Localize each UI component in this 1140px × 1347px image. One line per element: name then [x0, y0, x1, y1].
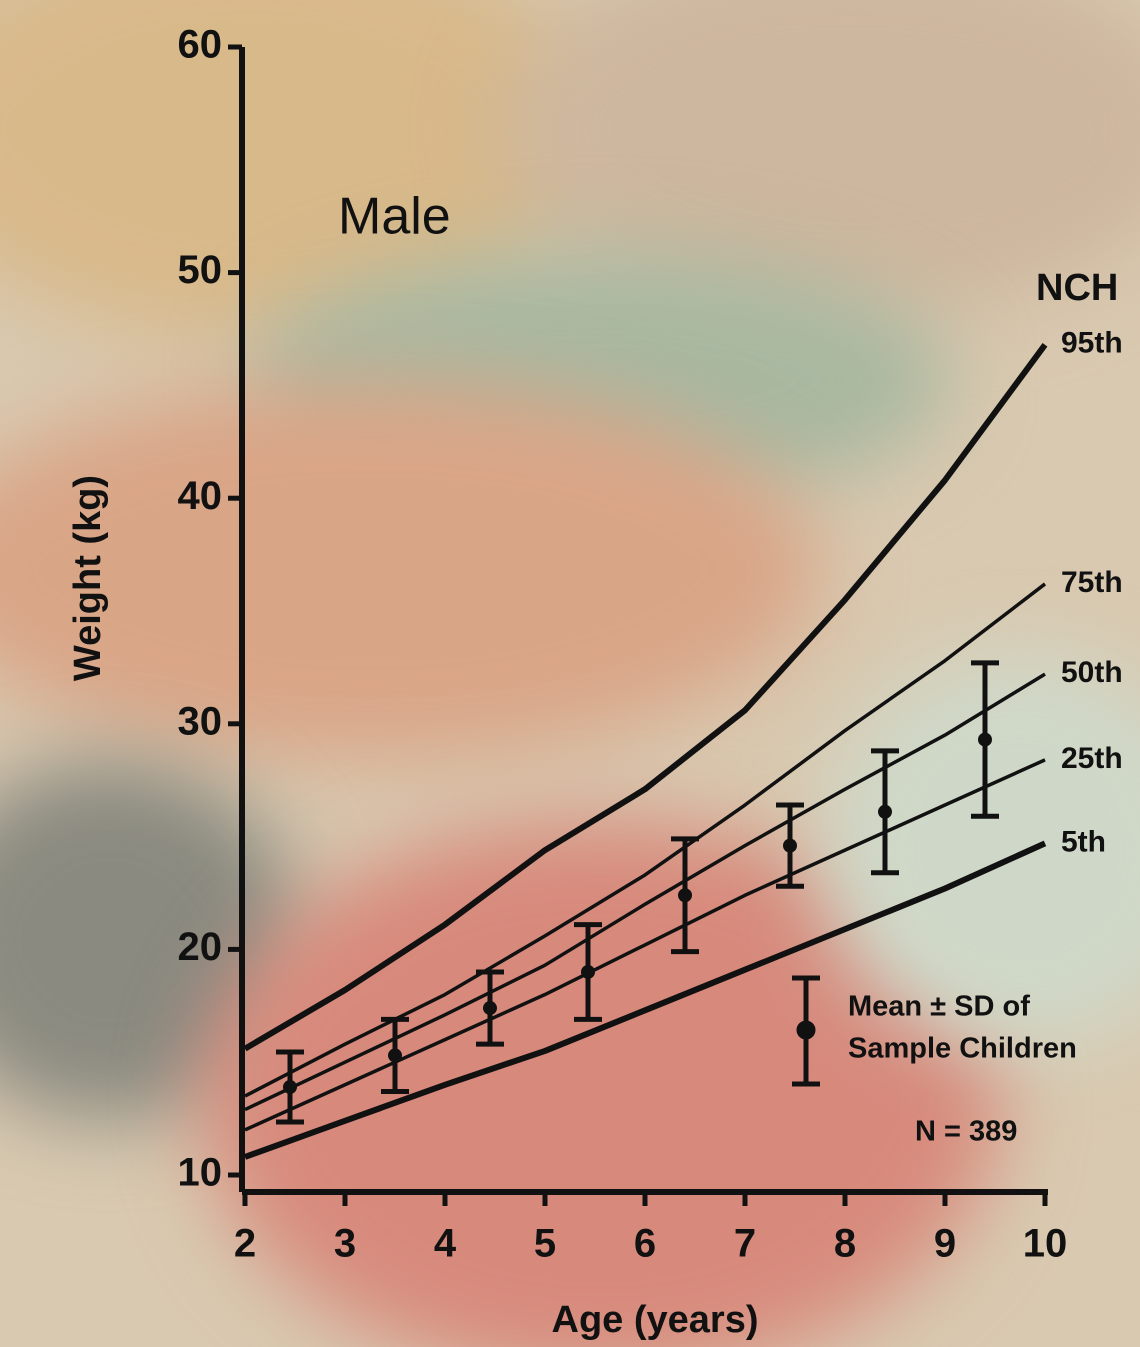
y-axis-label: Weight (kg) — [67, 475, 109, 681]
percentile-line — [245, 760, 1045, 1130]
n-label: N = 389 — [915, 1116, 1017, 1148]
x-tick-label: 6 — [634, 1222, 656, 1266]
x-tick-label: 8 — [834, 1222, 856, 1266]
y-tick-label: 50 — [178, 248, 223, 292]
y-tick-label: 10 — [178, 1151, 223, 1195]
legend-text: Mean ± SD of — [848, 991, 1030, 1023]
x-tick-label: 2 — [234, 1222, 256, 1266]
source-label: NCH — [1036, 267, 1118, 309]
mean-point — [783, 839, 797, 853]
series-label: 25th — [1061, 742, 1123, 775]
mean-point — [483, 1001, 497, 1015]
x-tick-label: 4 — [434, 1222, 457, 1266]
series-label: 75th — [1061, 566, 1123, 599]
chart: Male NCH Age (years) Weight (kg) Mean ± … — [0, 0, 1140, 1347]
series-label: 95th — [1061, 327, 1123, 360]
series-label: 50th — [1061, 656, 1123, 689]
page: Male NCH Age (years) Weight (kg) Mean ± … — [0, 0, 1140, 1347]
x-tick-label: 10 — [1023, 1222, 1068, 1266]
mean-point — [878, 805, 892, 819]
x-tick-label: 7 — [734, 1222, 756, 1266]
mean-point — [283, 1080, 297, 1094]
chart-title: Male — [338, 188, 451, 246]
x-tick-label: 9 — [934, 1222, 956, 1266]
y-tick-label: 60 — [178, 23, 223, 67]
mean-point — [581, 965, 595, 979]
legend-symbol — [792, 978, 820, 1084]
x-tick-label: 3 — [334, 1222, 356, 1266]
y-tick-label: 40 — [178, 474, 223, 518]
mean-point — [978, 733, 992, 747]
y-tick-label: 30 — [178, 699, 223, 743]
x-tick-label: 5 — [534, 1222, 556, 1266]
series-label: 5th — [1061, 825, 1106, 858]
x-axis-label: Age (years) — [552, 1299, 759, 1341]
legend-text: Sample Children — [848, 1033, 1077, 1065]
mean-point — [678, 888, 692, 902]
y-tick-label: 20 — [178, 925, 223, 969]
mean-point — [388, 1048, 402, 1062]
